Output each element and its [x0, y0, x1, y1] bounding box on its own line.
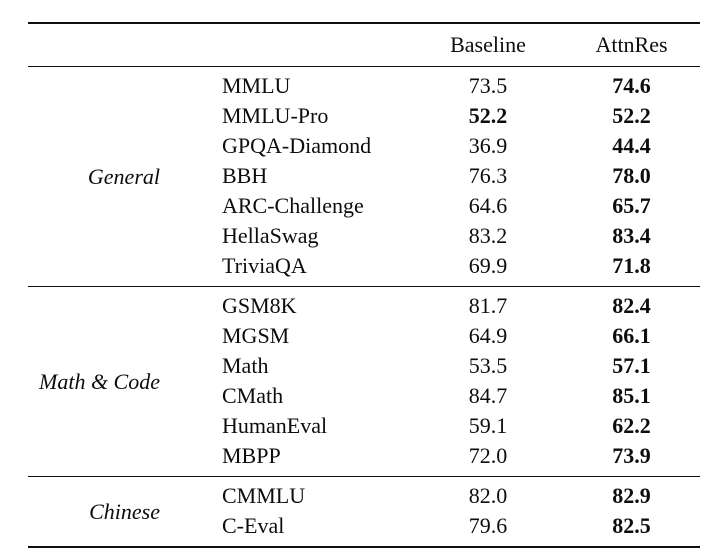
attnres-value: 71.8 — [612, 253, 651, 278]
benchmark-name: MMLU-Pro — [222, 103, 329, 128]
table-row: HumanEval 59.1 62.2 — [28, 411, 700, 441]
baseline-value: 64.6 — [468, 193, 508, 218]
attnres-value: 73.9 — [612, 443, 651, 468]
baseline-value: 64.9 — [468, 323, 508, 348]
table-row: C-Eval 79.6 82.5 — [28, 511, 700, 547]
table-row: MMLU-Pro 52.2 52.2 — [28, 101, 700, 131]
attnres-value: 57.1 — [612, 353, 651, 378]
baseline-value: 36.9 — [468, 133, 508, 158]
baseline-value: 81.7 — [468, 293, 508, 318]
table-row: MGSM 64.9 66.1 — [28, 321, 700, 351]
benchmark-name: Math — [222, 353, 269, 378]
attnres-value: 82.9 — [612, 483, 651, 508]
header-row: Baseline AttnRes — [28, 23, 700, 67]
table-row: General MMLU 73.5 74.6 — [28, 67, 700, 189]
benchmark-column-header — [193, 23, 413, 67]
baseline-value: 83.2 — [468, 223, 508, 248]
table-row: MBPP 72.0 73.9 — [28, 441, 700, 477]
baseline-value: 84.7 — [468, 383, 508, 408]
baseline-value: 73.5 — [468, 73, 508, 98]
table-row: TriviaQA 69.9 71.8 — [28, 251, 700, 287]
baseline-value: 53.5 — [468, 353, 508, 378]
benchmark-name: MBPP — [222, 443, 281, 468]
table-row: Math & Code GSM8K 81.7 82.4 — [28, 287, 700, 394]
table-row: Math 53.5 57.1 — [28, 351, 700, 381]
benchmark-results-table: Baseline AttnRes General MMLU 73.5 74.6 MMLU… — [28, 22, 700, 548]
attnres-value: 83.4 — [612, 223, 651, 248]
baseline-value: 76.3 — [468, 163, 508, 188]
attnres-value: 44.4 — [612, 133, 651, 158]
benchmark-name: BBH — [222, 163, 268, 188]
benchmark-name: HellaSwag — [222, 223, 319, 248]
category-label: General — [87, 163, 160, 189]
table-row: GPQA-Diamond 36.9 44.4 — [28, 131, 700, 161]
category-label: Chinese — [89, 498, 160, 524]
section-general: General MMLU 73.5 74.6 MMLU-Pro 52.2 52.2 GPQA-… — [28, 66, 700, 287]
table-row: CMath 84.7 85.1 — [28, 381, 700, 411]
benchmark-name: CMMLU — [222, 483, 306, 508]
section-chinese: Chinese CMMLU 82.0 82.9 C-Eval 79.6 82.5 — [28, 476, 700, 548]
baseline-value: 59.1 — [468, 413, 508, 438]
benchmark-name: TriviaQA — [222, 253, 307, 278]
section-math-code: Math & Code GSM8K 81.7 82.4 MGSM 64.9 66.1 Math… — [28, 286, 700, 477]
attnres-value: 82.5 — [612, 513, 651, 538]
baseline-column-header: Baseline — [413, 23, 563, 67]
attnres-value: 82.4 — [612, 293, 651, 318]
baseline-value: 72.0 — [468, 443, 508, 468]
attnres-value: 62.2 — [612, 413, 651, 438]
baseline-value: 69.9 — [468, 253, 508, 278]
baseline-value: 82.0 — [468, 483, 508, 508]
attnres-column-header: AttnRes — [563, 23, 700, 67]
attnres-value: 66.1 — [612, 323, 651, 348]
baseline-value: 52.2 — [468, 103, 508, 128]
paper-figure: Baseline AttnRes General MMLU 73.5 74.6 MMLU… — [0, 22, 725, 559]
table-row: Chinese CMMLU 82.0 82.9 — [28, 477, 700, 524]
table-row: HellaSwag 83.2 83.4 — [28, 221, 700, 251]
table-row: ARC-Challenge 64.6 65.7 — [28, 191, 700, 221]
benchmark-name: CMath — [222, 383, 284, 408]
attnres-value: 74.6 — [612, 73, 651, 98]
baseline-value: 79.6 — [468, 513, 508, 538]
table-row: BBH 76.3 78.0 — [28, 161, 700, 191]
benchmark-name: GPQA-Diamond — [222, 133, 372, 158]
category-label: Math & Code — [39, 368, 160, 394]
benchmark-name: ARC-Challenge — [222, 193, 364, 218]
benchmark-name: MGSM — [222, 323, 290, 348]
attnres-value: 65.7 — [612, 193, 651, 218]
attnres-value: 78.0 — [612, 163, 651, 188]
benchmark-name: C-Eval — [222, 513, 285, 538]
attnres-value: 52.2 — [612, 103, 651, 128]
benchmark-name: GSM8K — [222, 293, 297, 318]
attnres-value: 85.1 — [612, 383, 651, 408]
category-column-header — [28, 23, 193, 67]
benchmark-name: HumanEval — [222, 413, 328, 438]
benchmark-name: MMLU — [222, 73, 291, 98]
